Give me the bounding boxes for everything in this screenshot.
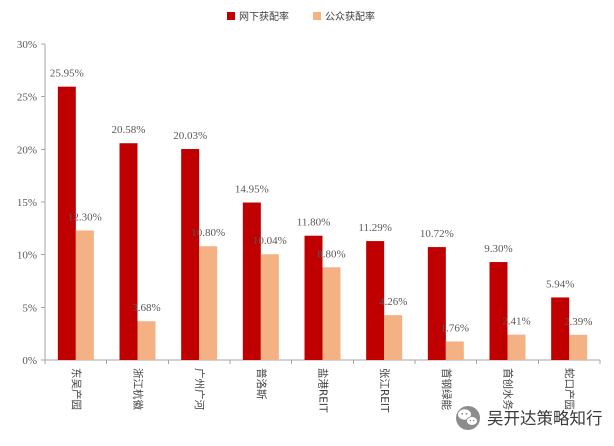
wechat-icon-eye xyxy=(461,412,464,415)
data-label-series-1: 20.03% xyxy=(173,130,207,142)
data-label-series-1: 11.29% xyxy=(358,222,392,234)
legend-swatch-series-1 xyxy=(227,12,235,20)
category-label: 蛇口产园 xyxy=(563,368,576,410)
data-label-series-1: 5.94% xyxy=(546,278,574,290)
legend-label-series-2: 公众获配率 xyxy=(325,10,375,23)
y-tick-label: 5% xyxy=(22,302,37,314)
category-label: 盐港REIT xyxy=(317,368,330,413)
wechat-icon-bubble-small xyxy=(466,416,478,426)
data-label-series-2: 1.76% xyxy=(441,322,469,334)
data-label-series-2: 10.80% xyxy=(191,227,225,239)
bar-series-2-3 xyxy=(199,246,218,360)
bar-series-1-5 xyxy=(304,235,323,360)
bars xyxy=(57,86,588,360)
bar-series-1-7 xyxy=(427,247,446,360)
data-label-series-2: 10.04% xyxy=(253,235,287,247)
category-labels: 东吴产园 浙江杭徽 广州广河 普洛斯 盐港REIT 张江REIT 首钢绿能 首创水务 蛇口产园 xyxy=(70,368,576,413)
legend: 网下获配率 公众获配率 xyxy=(227,10,375,23)
y-tick-label: 0% xyxy=(22,355,37,367)
watermark-text: 吴开达策略知行 xyxy=(487,409,603,428)
wechat-icon-bubble-large xyxy=(458,409,471,420)
y-tick-label: 25% xyxy=(17,92,37,104)
bar-series-1-4 xyxy=(242,202,261,360)
data-label-series-1: 9.30% xyxy=(484,243,512,255)
data-label-series-2: 4.26% xyxy=(379,296,407,308)
data-label-series-1: 11.80% xyxy=(297,217,331,229)
bar-series-2-5 xyxy=(322,267,341,360)
wechat-icon-eye xyxy=(472,419,475,422)
legend-label-series-1: 网下获配率 xyxy=(239,10,289,23)
category-label: 东吴产园 xyxy=(70,368,83,410)
category-label: 普洛斯 xyxy=(255,368,268,400)
data-label-series-1: 25.95% xyxy=(50,68,84,80)
data-label-series-2: 8.80% xyxy=(317,248,345,260)
category-label: 广州广河 xyxy=(193,368,205,410)
data-label-series-1: 20.58% xyxy=(112,124,146,136)
bar-series-1-9 xyxy=(551,297,570,360)
bar-series-1-8 xyxy=(489,262,508,360)
bar-series-2-2 xyxy=(137,321,156,360)
category-label: 张江REIT xyxy=(378,368,390,413)
data-label-series-2: 3.68% xyxy=(132,302,160,314)
y-tick-label: 15% xyxy=(17,197,37,209)
bar-series-2-6 xyxy=(384,315,403,360)
category-label: 首创水务 xyxy=(502,368,515,410)
category-label: 浙江杭徽 xyxy=(132,368,145,410)
data-labels: 25.95% 20.58% 20.03% 14.95% 11.80% 11.29% 10.7… xyxy=(50,68,593,335)
data-label-series-1: 10.72% xyxy=(420,228,454,240)
bar-series-2-9 xyxy=(569,334,588,360)
data-label-series-2: 2.39% xyxy=(564,316,592,328)
bar-series-2-8 xyxy=(507,334,526,360)
y-tick-label: 20% xyxy=(17,144,37,156)
bar-series-2-7 xyxy=(445,341,464,360)
data-label-series-1: 14.95% xyxy=(235,184,269,196)
bar-series-2-4 xyxy=(260,254,279,360)
category-label: 首钢绿能 xyxy=(440,368,453,410)
wechat-icon-eye xyxy=(465,412,468,415)
watermark: 吴开达策略知行 xyxy=(456,406,604,430)
bar-series-1-6 xyxy=(366,241,385,360)
wechat-icon-eye xyxy=(469,419,472,422)
bar-series-1-2 xyxy=(119,143,138,360)
legend-item-series-1: 网下获配率 xyxy=(227,10,289,23)
bar-series-2-1 xyxy=(75,230,94,360)
bar-series-1-3 xyxy=(181,149,200,360)
bar-series-1-1 xyxy=(57,86,76,360)
y-tick-label: 10% xyxy=(17,250,37,262)
y-tick-label: 30% xyxy=(17,39,37,51)
data-label-series-2: 2.41% xyxy=(502,316,530,328)
legend-item-series-2: 公众获配率 xyxy=(313,10,375,23)
data-label-series-2: 12.30% xyxy=(68,211,102,223)
wechat-icon xyxy=(456,406,480,430)
legend-swatch-series-2 xyxy=(313,12,321,20)
